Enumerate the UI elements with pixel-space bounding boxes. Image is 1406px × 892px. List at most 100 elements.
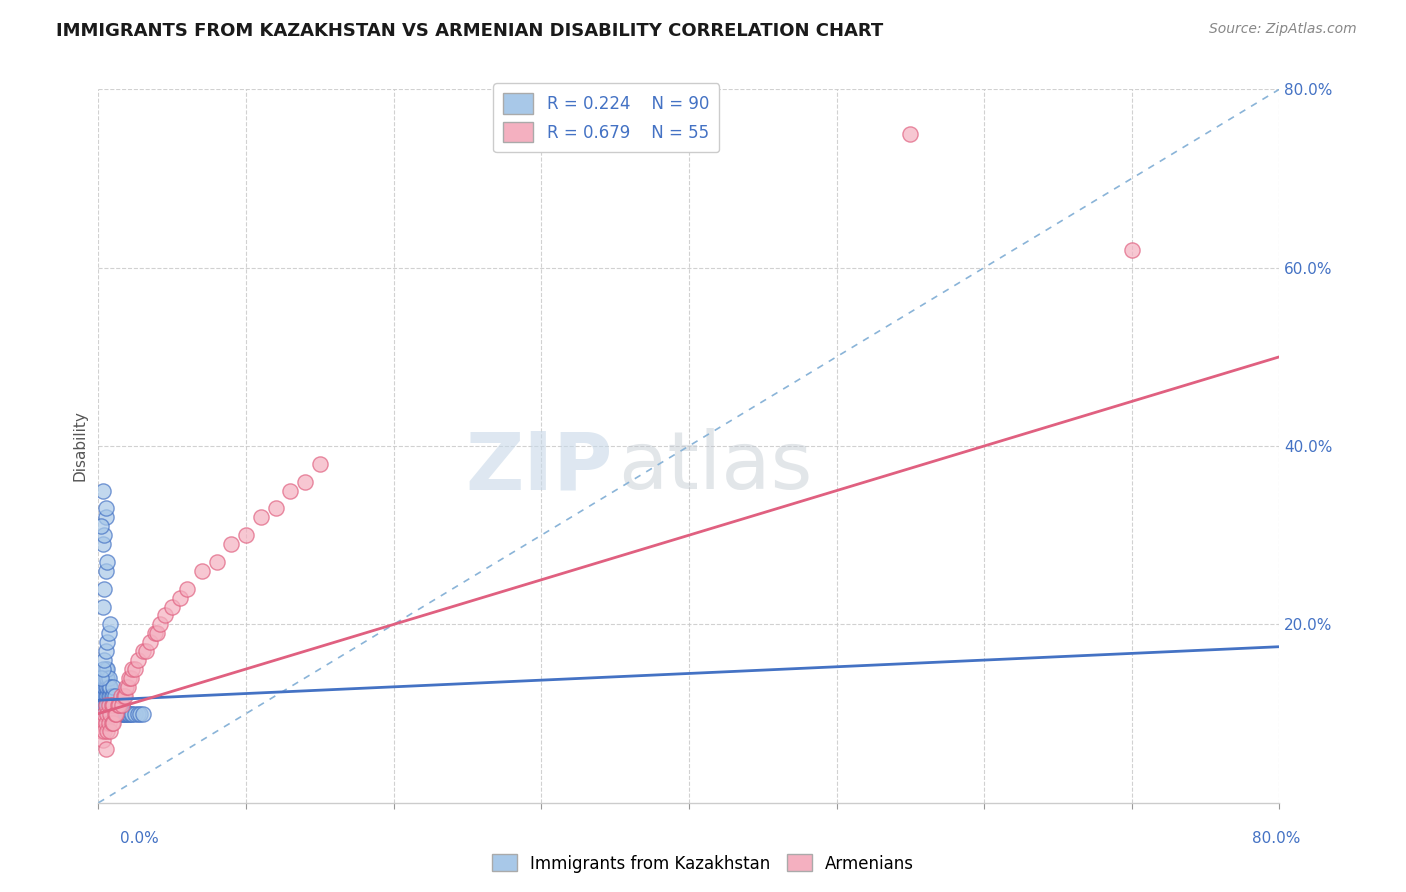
- Point: [97, 715, 120, 730]
- Text: Source: ZipAtlas.com: Source: ZipAtlas.com: [1209, 22, 1357, 37]
- Point: [98, 698, 121, 712]
- Point: [90, 680, 112, 694]
- Point: [94, 689, 117, 703]
- Point: [132, 706, 155, 721]
- Point: [112, 689, 135, 703]
- Point: [94, 680, 117, 694]
- Point: [91, 706, 114, 721]
- Point: [117, 706, 139, 721]
- Point: [94, 644, 117, 658]
- Point: [91, 537, 114, 551]
- Point: [97, 689, 120, 703]
- Point: [120, 671, 142, 685]
- Point: [124, 706, 146, 721]
- Point: [96, 555, 118, 569]
- Point: [94, 501, 117, 516]
- Point: [98, 680, 121, 694]
- Point: [107, 706, 129, 721]
- Point: [146, 626, 169, 640]
- Text: 0.0%: 0.0%: [120, 831, 159, 846]
- Point: [96, 689, 118, 703]
- Point: [94, 706, 117, 721]
- Point: [103, 689, 125, 703]
- Point: [309, 457, 332, 471]
- Text: atlas: atlas: [619, 428, 813, 507]
- Point: [104, 698, 127, 712]
- Legend: Immigrants from Kazakhstan, Armenians: Immigrants from Kazakhstan, Armenians: [485, 847, 921, 880]
- Point: [114, 689, 136, 703]
- Point: [90, 715, 112, 730]
- Point: [94, 510, 117, 524]
- Point: [103, 698, 125, 712]
- Point: [115, 680, 138, 694]
- Point: [135, 644, 157, 658]
- Point: [93, 706, 115, 721]
- Point: [98, 706, 121, 721]
- Legend: R = 0.224    N = 90, R = 0.679    N = 55: R = 0.224 N = 90, R = 0.679 N = 55: [494, 83, 718, 153]
- Point: [96, 635, 118, 649]
- Point: [98, 724, 121, 739]
- Point: [96, 671, 118, 685]
- Point: [94, 671, 117, 685]
- Point: [100, 698, 122, 712]
- Point: [97, 698, 120, 712]
- Point: [294, 475, 316, 489]
- Point: [98, 706, 121, 721]
- Point: [143, 626, 166, 640]
- Point: [107, 698, 129, 712]
- Point: [103, 706, 125, 721]
- Point: [191, 564, 214, 578]
- Point: [250, 510, 273, 524]
- Point: [94, 564, 117, 578]
- Text: IMMIGRANTS FROM KAZAKHSTAN VS ARMENIAN DISABILITY CORRELATION CHART: IMMIGRANTS FROM KAZAKHSTAN VS ARMENIAN D…: [56, 22, 883, 40]
- Point: [97, 698, 120, 712]
- Y-axis label: Disability: Disability: [72, 410, 87, 482]
- Point: [91, 671, 114, 685]
- Point: [91, 662, 114, 676]
- Point: [120, 706, 142, 721]
- Point: [139, 635, 162, 649]
- Point: [104, 706, 127, 721]
- Point: [105, 706, 128, 721]
- Point: [118, 671, 141, 685]
- Point: [94, 715, 117, 730]
- Point: [124, 662, 146, 676]
- Point: [94, 698, 117, 712]
- Point: [93, 680, 115, 694]
- Point: [96, 724, 118, 739]
- Point: [93, 715, 115, 730]
- Point: [1121, 243, 1143, 257]
- Point: [149, 617, 172, 632]
- Point: [235, 528, 257, 542]
- Point: [127, 653, 149, 667]
- Point: [176, 582, 198, 596]
- Point: [91, 680, 114, 694]
- Text: 80.0%: 80.0%: [1253, 831, 1301, 846]
- Point: [205, 555, 228, 569]
- Point: [90, 671, 112, 685]
- Point: [94, 698, 117, 712]
- Point: [100, 689, 122, 703]
- Point: [90, 724, 112, 739]
- Point: [103, 715, 125, 730]
- Text: ZIP: ZIP: [465, 428, 612, 507]
- Point: [96, 662, 118, 676]
- Point: [104, 706, 127, 721]
- Point: [91, 715, 114, 730]
- Point: [89, 689, 111, 703]
- Point: [90, 689, 112, 703]
- Point: [118, 706, 141, 721]
- Point: [103, 698, 125, 712]
- Point: [93, 724, 115, 739]
- Point: [100, 706, 122, 721]
- Point: [100, 715, 122, 730]
- Point: [115, 706, 138, 721]
- Point: [90, 519, 112, 533]
- Point: [91, 689, 114, 703]
- Point: [97, 626, 120, 640]
- Point: [97, 680, 120, 694]
- Point: [221, 537, 243, 551]
- Point: [94, 742, 117, 756]
- Point: [96, 706, 118, 721]
- Point: [100, 698, 122, 712]
